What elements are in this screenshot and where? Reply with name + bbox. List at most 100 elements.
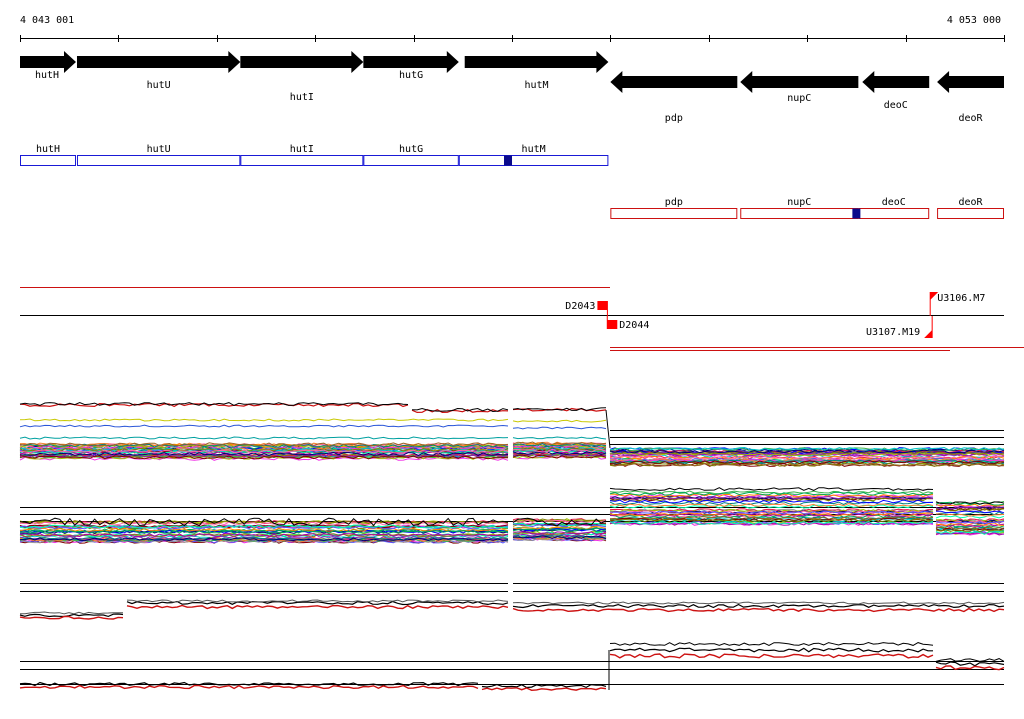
- expr-panel-4-trace: [609, 653, 934, 659]
- gene-label-hutU: hutU: [147, 80, 171, 91]
- expr-panel-2-trace: [935, 501, 1005, 506]
- probe-mark-U3106: [930, 292, 939, 300]
- transcript-label-hutM: hutM: [522, 144, 546, 155]
- expr-panel-1-trace: [19, 449, 509, 454]
- expr-panel-1-trace: [609, 455, 1005, 460]
- transcript-label-deoR: deoR: [958, 197, 983, 208]
- expr-panel-2-trace: [609, 520, 934, 525]
- expr-panel-2-trace: [610, 518, 934, 523]
- ruler-start-label: 4 043 001: [20, 15, 74, 26]
- gene-arrow-hutG: [363, 51, 459, 73]
- expr-panel-3-trace: [126, 599, 509, 603]
- expr-panel-2-trace: [513, 535, 607, 540]
- gene-label-hutM: hutM: [525, 80, 549, 91]
- expr-panel-1-trace: [19, 455, 509, 460]
- probe-track: D2043 D2044 U3106.M7 U3107.M19: [20, 287, 1024, 351]
- expr-panel-1-trace: [512, 448, 607, 453]
- expr-panel-1-trace: [20, 442, 509, 447]
- expr-panel-1-trace: [19, 418, 509, 422]
- expr-panel-2-trace: [512, 518, 607, 523]
- expression-tracks: [19, 401, 1005, 692]
- expr-panel-1-trace: [512, 442, 607, 447]
- gene-label-hutH: hutH: [35, 70, 59, 81]
- gene-label-hutI: hutI: [290, 92, 314, 103]
- expr-panel-4-trace: [609, 641, 934, 646]
- gene-label-hutG: hutG: [399, 70, 423, 81]
- expr-panel-2-trace: [512, 528, 607, 532]
- expr-panel-1-trace: [512, 454, 607, 459]
- expr-panel-2-trace: [609, 497, 934, 502]
- gene-label-nupC: nupC: [787, 93, 811, 104]
- expr-panel-4-trace: [935, 665, 1005, 671]
- expr-panel-1-trace: [609, 459, 1005, 464]
- expr-panel-1-trace: [512, 407, 607, 412]
- expr-panel-1-trace: [512, 442, 607, 447]
- probe-label-D2043: D2043: [565, 301, 595, 312]
- ruler-end-label: 4 053 000: [947, 15, 1001, 26]
- transcript-label-deoC: deoC: [882, 197, 906, 208]
- expr-panel-2-trace: [19, 529, 509, 534]
- expr-panel-3-trace: [512, 607, 1005, 613]
- expr-panel-2-trace: [935, 522, 1005, 527]
- expr-panel-1-trace: [19, 401, 409, 406]
- transcript-box-deoC: [858, 208, 930, 219]
- expr-panel-2-trace: [935, 518, 1005, 523]
- transcript-box-hutI: [240, 155, 364, 166]
- expr-panel-2-trace: [512, 531, 607, 536]
- expr-panel-2-trace: [609, 510, 934, 515]
- expr-panel-1-trace: [609, 460, 1005, 465]
- probe-marks: D2043 D2044 U3106.M7 U3107.M19: [565, 292, 985, 338]
- gene-arrow-deoR: [937, 71, 1004, 93]
- expr-panel-2-trace: [19, 524, 509, 529]
- expr-panel-1-trace: [411, 407, 509, 413]
- expr-panel-3-trace: [19, 613, 124, 618]
- expr-panel-3-trace: [19, 611, 124, 615]
- transcript-label-hutH: hutH: [36, 144, 60, 155]
- expr-panel-2-trace: [609, 497, 934, 502]
- gene-label-pdp: pdp: [665, 113, 683, 124]
- gene-arrow-deoC: [862, 71, 930, 93]
- transcript-box-hutH: [20, 155, 76, 166]
- expr-panel-2-trace: [19, 537, 509, 542]
- transcript-label-hutU: hutU: [147, 144, 171, 155]
- probe-label-U3106: U3106.M7: [937, 293, 985, 304]
- expr-panel-1-trace: [512, 452, 607, 457]
- expr-panel-2-trace: [935, 524, 1005, 529]
- expr-panel-2-trace: [935, 531, 1005, 536]
- expr-panel-4-trace: [609, 647, 933, 653]
- probe-mark-D2043: [597, 301, 608, 310]
- expr-panel-1-trace: [512, 451, 607, 456]
- expr-panel-2-trace: [609, 493, 934, 498]
- ruler-ticks: [20, 35, 1005, 42]
- expr-panel-1-trace: [609, 446, 1005, 451]
- gene-arrow-hutU: [76, 51, 241, 73]
- expr-panel-2-trace: [609, 487, 934, 491]
- expr-panel-2-trace: [935, 523, 1005, 527]
- expr-panel-2-trace: [512, 517, 607, 527]
- expr-panel-4-trace: [19, 681, 479, 687]
- expr-panel-2-trace: [935, 521, 1005, 525]
- expr-panel-1-drop: [605, 409, 611, 449]
- expr-panel-2-trace: [935, 527, 1005, 532]
- expr-panel-1-trace: [19, 447, 509, 452]
- expr-panel-2-trace: [512, 522, 607, 527]
- gene-arrow-nupC: [740, 71, 859, 93]
- expr-panel-1-trace: [609, 457, 1005, 462]
- expr-panel-1-trace: [19, 456, 509, 461]
- expr-panel-2-trace: [19, 535, 509, 540]
- transcript-marker-2: [852, 208, 861, 219]
- expr-panel-2-trace: [512, 525, 607, 530]
- expr-panel-4-trace: [481, 687, 607, 692]
- transcript-box-hutG: [363, 155, 459, 166]
- expr-panel-4-trace: [935, 661, 1005, 667]
- transcript-box-hutU: [76, 155, 241, 166]
- probe-label-D2044: D2044: [619, 320, 649, 331]
- transcript-marker-1: [504, 155, 513, 166]
- expr-panel-1-trace: [512, 426, 607, 430]
- expr-panel-1-trace: [19, 436, 509, 440]
- transcript-box-pdp: [610, 208, 738, 219]
- expr-panel-2-trace: [609, 503, 934, 508]
- gene-arrow-hutI: [240, 51, 364, 73]
- gene-label-deoR: deoR: [958, 113, 983, 124]
